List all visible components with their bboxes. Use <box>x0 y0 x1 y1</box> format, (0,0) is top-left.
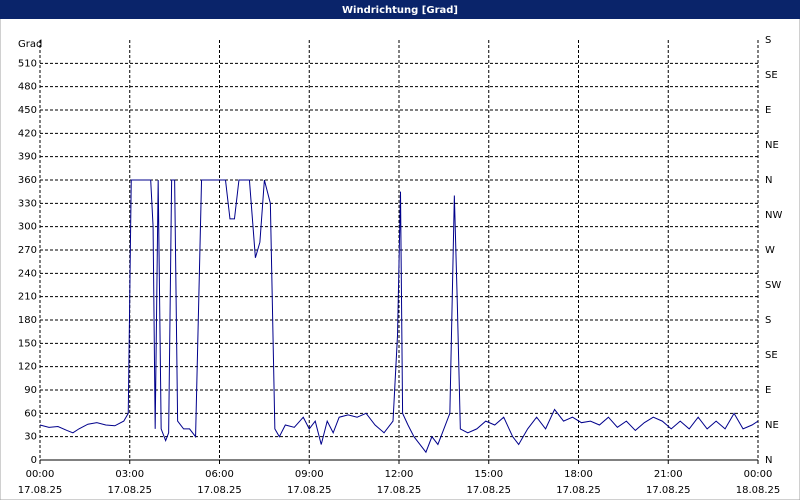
y-tick-label: 180 <box>18 315 37 326</box>
y-tick-label: 210 <box>18 292 37 303</box>
data-line <box>39 179 759 454</box>
x-tick-date: 18.08.25 <box>736 485 781 496</box>
x-tick-date: 17.08.25 <box>18 485 63 496</box>
y-tick-label: 420 <box>18 128 37 139</box>
x-tick-date: 17.08.25 <box>646 485 691 496</box>
y2-tick-label: NW <box>765 210 782 221</box>
y2-tick-label: SE <box>765 70 778 81</box>
y-tick-label: 0 <box>31 455 37 466</box>
y2-tick-label: NE <box>765 420 779 431</box>
x-tick-label: 03:00 <box>115 469 144 480</box>
x-tick-date: 17.08.25 <box>107 485 152 496</box>
x-tick-label: 21:00 <box>654 469 683 480</box>
y-tick-label: 30 <box>24 432 37 443</box>
x-tick-label: 06:00 <box>205 469 234 480</box>
y-tick-label: 150 <box>18 338 37 349</box>
y2-tick-label: W <box>765 245 775 256</box>
y2-tick-label: SW <box>765 280 781 291</box>
y-tick-label: 330 <box>18 198 37 209</box>
y-tick-label: 510 <box>18 58 37 69</box>
y-tick-label: 120 <box>18 362 37 373</box>
x-tick-date: 17.08.25 <box>377 485 422 496</box>
x-tick-date: 17.08.25 <box>197 485 242 496</box>
y-tick-label: 60 <box>24 408 37 419</box>
y2-tick-label: N <box>765 175 772 186</box>
y-tick-label: 240 <box>18 268 37 279</box>
x-tick-label: 00:00 <box>744 469 773 480</box>
y2-tick-label: NE <box>765 140 779 151</box>
y-tick-label: 480 <box>18 82 37 93</box>
x-tick-label: 00:00 <box>26 469 55 480</box>
y2-tick-label: S <box>765 315 771 326</box>
y2-tick-label: N <box>765 455 772 466</box>
x-tick-label: 18:00 <box>564 469 593 480</box>
x-tick-date: 17.08.25 <box>287 485 332 496</box>
y-tick-label: 300 <box>18 222 37 233</box>
y-tick-label: 270 <box>18 245 37 256</box>
x-tick-label: 12:00 <box>385 469 414 480</box>
x-tick-label: 09:00 <box>295 469 324 480</box>
title-bar <box>0 0 800 19</box>
y2-tick-label: E <box>765 105 771 116</box>
y2-tick-label: SE <box>765 350 778 361</box>
y-axis-label: Grad <box>18 39 42 50</box>
chart-title: Windrichtung [Grad] <box>342 5 458 16</box>
x-tick-date: 17.08.25 <box>466 485 511 496</box>
y2-tick-label: E <box>765 385 771 396</box>
y-tick-label: 450 <box>18 105 37 116</box>
y-tick-label: 360 <box>18 175 37 186</box>
y2-tick-label: S <box>765 35 771 46</box>
x-tick-date: 17.08.25 <box>556 485 601 496</box>
y-tick-label: 390 <box>18 152 37 163</box>
y-tick-label: 90 <box>24 385 37 396</box>
x-tick-label: 15:00 <box>474 469 503 480</box>
